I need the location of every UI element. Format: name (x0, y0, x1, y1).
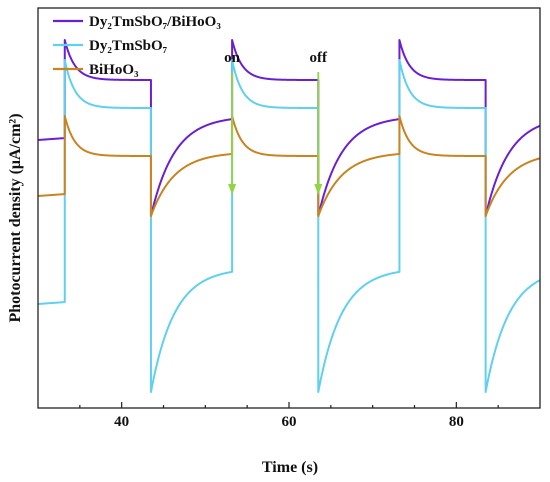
series-line (37, 59, 541, 393)
axes: 40 60 80 (37, 7, 541, 430)
annotations: on off (224, 50, 328, 195)
legend-label: Dy₂TmSbO₇/BiHoO₃ (89, 14, 221, 30)
x-tick-label: 80 (449, 414, 464, 430)
y-axis-label: Photocurrent density (μA/cm²) (7, 113, 24, 322)
series-line (37, 115, 541, 217)
x-tick-label: 40 (114, 414, 129, 430)
legend-label: BiHoO₃ (89, 62, 139, 78)
annotation-label: on (224, 50, 241, 66)
plot-area (37, 39, 541, 393)
legend: Dy₂TmSbO₇/BiHoO₃ Dy₂TmSbO₇ BiHoO₃ (53, 14, 221, 78)
x-axis-label: Time (s) (262, 459, 318, 476)
annotation-arrowhead (314, 184, 323, 195)
series-line (37, 39, 541, 217)
annotation-label: off (310, 50, 328, 66)
legend-label: Dy₂TmSbO₇ (89, 38, 168, 54)
annotation-arrowhead (228, 184, 237, 195)
x-tick-label: 60 (282, 414, 297, 430)
